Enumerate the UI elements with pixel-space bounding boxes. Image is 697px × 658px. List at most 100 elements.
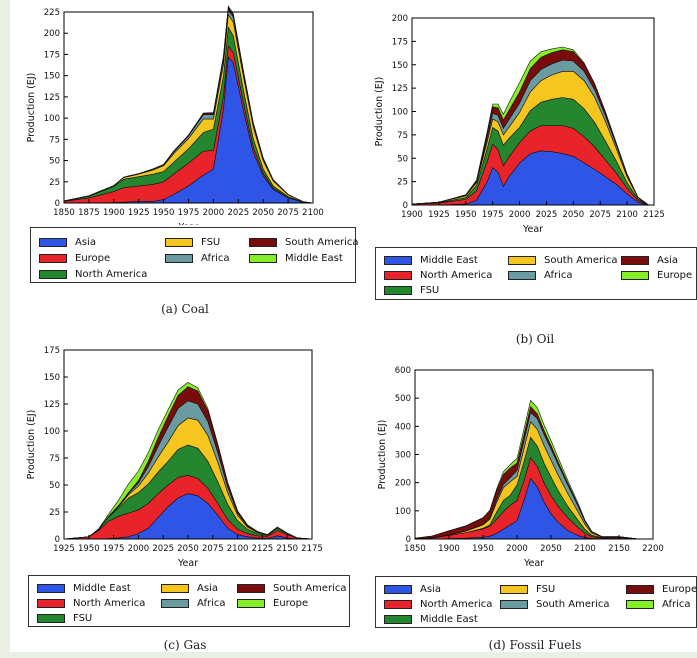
x-tick-label: 1900 xyxy=(401,210,423,220)
x-tick-label: 2000 xyxy=(203,208,225,218)
y-tick-label: 300 xyxy=(395,451,411,461)
y-axis-label: Production (EJ) xyxy=(26,410,37,480)
legend-swatch xyxy=(39,253,67,263)
legend-item-asia: Asia xyxy=(161,583,218,595)
legend-label: Asia xyxy=(420,584,441,595)
y-tick-label: 75 xyxy=(49,135,60,145)
legend-swatch xyxy=(37,583,65,593)
legend-item-north-america: North America xyxy=(39,269,147,281)
y-tick-label: 100 xyxy=(392,108,408,118)
legend-item-north-america: North America xyxy=(384,270,492,282)
x-tick-label: 2000 xyxy=(509,210,531,220)
x-tick-label: 2100 xyxy=(302,208,324,218)
legend-item-south-america: South America xyxy=(500,599,610,611)
legend-swatch xyxy=(37,598,65,608)
panel-fossil-fuels: 1850 1900 1950 2000 2050 2100 2150 2200 0 100 200 3… xyxy=(360,340,697,658)
legend-item-fsu: FSU xyxy=(37,613,92,625)
y-tick-label: 0 xyxy=(55,199,60,209)
y-tick-label: 225 xyxy=(44,8,60,18)
legend-gas: Middle East Asia South America North Americ… xyxy=(28,575,350,627)
legend-item-fsu: FSU xyxy=(165,237,220,249)
y-tick-label: 600 xyxy=(395,366,411,376)
legend-swatch xyxy=(384,285,412,295)
y-tick-label: 200 xyxy=(395,479,411,489)
legend-label: Asia xyxy=(657,255,678,266)
legend-label: Europe xyxy=(75,253,111,264)
legend-swatch xyxy=(626,599,654,609)
y-tick-label: 25 xyxy=(397,178,408,188)
y-tick-label: 100 xyxy=(44,427,60,437)
legend-swatch xyxy=(37,613,65,623)
legend-item-south-america: South America xyxy=(237,583,347,595)
legend-swatch xyxy=(500,599,528,609)
legend-item-asia: Asia xyxy=(621,255,678,267)
x-tick-label: 2150 xyxy=(608,544,630,554)
legend-item-europe: Europe xyxy=(39,253,110,265)
legend-item-fsu: FSU xyxy=(384,285,439,297)
legend-label: North America xyxy=(73,598,146,609)
y-axis-label: Production (EJ) xyxy=(377,420,388,490)
legend-swatch xyxy=(39,269,67,279)
legend-swatch xyxy=(621,270,649,280)
y-tick-label: 75 xyxy=(49,454,60,464)
x-axis-label: Year xyxy=(522,224,543,235)
legend-swatch xyxy=(237,583,265,593)
x-tick-label: 1925 xyxy=(428,210,450,220)
chart-gas: 1925 1950 1975 2000 2025 2050 2075 2100 2125 2150… xyxy=(26,346,323,569)
legend-swatch xyxy=(249,237,277,247)
legend-swatch xyxy=(626,584,654,594)
legend-item-asia: Asia xyxy=(39,237,96,249)
x-tick-label: 1875 xyxy=(78,208,100,218)
legend-label: South America xyxy=(544,255,618,266)
legend-item-north-america: North America xyxy=(384,599,492,611)
legend-item-africa: Africa xyxy=(161,598,226,610)
legend-swatch xyxy=(161,598,189,608)
x-tick-label: 2075 xyxy=(277,208,299,218)
legend-coal: Asia FSU South America Europe Africa Middle E… xyxy=(30,227,359,283)
x-tick-label: 1950 xyxy=(455,210,477,220)
legend-item-africa: Africa xyxy=(165,253,230,265)
legend-label: Africa xyxy=(201,253,230,264)
x-tick-label: 1925 xyxy=(53,544,75,554)
caption-gas: (c) Gas xyxy=(163,638,207,652)
x-tick-label: 2150 xyxy=(276,544,298,554)
legend-label: FSU xyxy=(73,613,93,624)
y-tick-label: 75 xyxy=(397,131,408,141)
legend-item-north-america: North America xyxy=(37,598,145,610)
legend-oil: Middle East South America Asia North Americ… xyxy=(375,247,697,300)
legend-item-europe: Europe xyxy=(237,598,308,610)
x-tick-label: 2000 xyxy=(506,544,528,554)
x-tick-label: 1900 xyxy=(103,208,125,218)
x-axis-label: Year xyxy=(523,558,544,569)
legend-swatch xyxy=(161,583,189,593)
legend-label: South America xyxy=(273,583,347,594)
panel-oil: 1900 1925 1950 1975 2000 2025 2050 2075 2100 2125… xyxy=(360,0,697,350)
legend-item-middle-east: Middle East xyxy=(384,255,478,267)
caption-coal: (a) Coal xyxy=(161,302,209,316)
x-tick-label: 2175 xyxy=(301,544,323,554)
y-tick-label: 175 xyxy=(392,37,408,47)
x-tick-label: 2050 xyxy=(563,210,585,220)
panel-gas: 1925 1950 1975 2000 2025 2050 2075 2100 2125 2150… xyxy=(0,340,360,658)
x-tick-label: 1925 xyxy=(128,208,150,218)
x-tick-label: 1950 xyxy=(472,544,494,554)
y-tick-label: 100 xyxy=(395,507,411,517)
legend-label: Middle East xyxy=(285,253,343,264)
x-tick-label: 1850 xyxy=(404,544,426,554)
legend-item-middle-east: Middle East xyxy=(249,253,343,265)
y-tick-label: 125 xyxy=(44,400,60,410)
legend-swatch xyxy=(621,255,649,265)
x-tick-label: 1975 xyxy=(103,544,125,554)
y-tick-label: 50 xyxy=(397,154,408,164)
legend-swatch xyxy=(165,237,193,247)
legend-item-asia: Asia xyxy=(384,584,441,596)
legend-item-europe: Europe xyxy=(621,270,692,282)
legend-label: FSU xyxy=(420,285,440,296)
x-tick-label: 2200 xyxy=(642,544,664,554)
legend-label: Middle East xyxy=(73,583,131,594)
y-tick-label: 500 xyxy=(395,394,411,404)
legend-swatch xyxy=(384,255,412,265)
y-tick-label: 125 xyxy=(392,84,408,94)
y-tick-label: 400 xyxy=(395,422,411,432)
x-tick-label: 2025 xyxy=(227,208,249,218)
